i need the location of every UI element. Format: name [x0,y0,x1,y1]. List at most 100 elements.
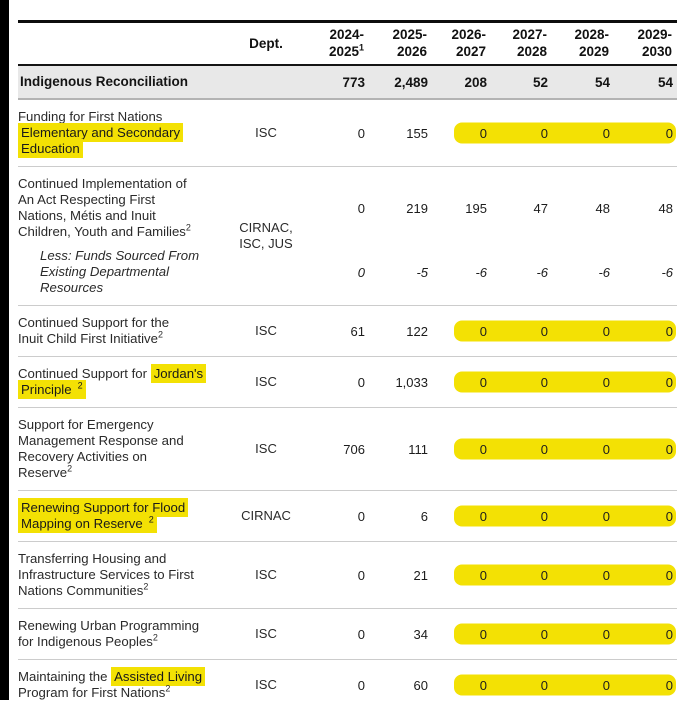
less-note: Less: Funds Sourced From Existing Depart… [18,248,221,296]
col-header-empty [18,22,233,66]
value-main: 219 [370,176,428,240]
value-cell: 0 [552,306,614,357]
value-cell: 122 [369,306,432,357]
dept-cell: ISC [233,99,299,167]
value-cell: 0 [614,542,677,609]
value-cell: 21 [369,542,432,609]
program-row: Maintaining the Assisted Living Program … [18,660,677,710]
value-cell: 155 [369,99,432,167]
value-main: 48 [615,176,673,240]
program-row: Transferring Housing and Infrastructure … [18,542,677,609]
value-cell: 0 [432,357,491,408]
summary-value: 2,489 [369,65,432,99]
col-header-year: 2024-20251 [299,22,369,66]
value-less: -6 [615,248,673,296]
value-cell: 0 [614,491,677,542]
program-label: Renewing Urban Programming for Indigenou… [18,609,233,660]
dept-cell: ISC [233,357,299,408]
dept-cell: ISC [233,306,299,357]
dept-cell: ISC [233,609,299,660]
program-label: Funding for First Nations Elementary and… [18,99,233,167]
value-cell: 48-6 [614,167,677,306]
highlighter-stroke [454,624,493,645]
value-cell: 0 [432,542,491,609]
value-cell: 0 [614,408,677,491]
value-cell: 0 [614,306,677,357]
highlighted-text: Elementary and Secondary Education [18,123,183,158]
summary-dept [233,65,299,99]
highlighter-stroke [454,675,493,696]
program-label: Maintaining the Assisted Living Program … [18,660,233,710]
value-cell: 0 [299,99,369,167]
value-cell: 0 [491,306,552,357]
value-cell: 48-6 [552,167,614,306]
program-row: Continued Support for Jordan's Principle… [18,357,677,408]
value-main: 195 [433,176,487,240]
program-row: Renewing Support for Flood Mapping on Re… [18,491,677,542]
col-header-year: 2029-2030 [614,22,677,66]
value-cell: 0 [299,609,369,660]
value-cell: 0 [432,491,491,542]
value-cell: 0 [299,357,369,408]
program-label: Continued Implementation of An Act Respe… [18,167,233,306]
program-row: Support for Emergency Management Respons… [18,408,677,491]
program-label: Renewing Support for Flood Mapping on Re… [18,491,233,542]
value-cell: 0 [552,660,614,710]
value-main: 47 [492,176,548,240]
dept-cell: ISC [233,542,299,609]
value-cell: 0 [432,306,491,357]
value-cell: 0 [299,542,369,609]
value-cell: 0 [552,542,614,609]
value-cell: 0 [432,99,491,167]
value-cell: 111 [369,408,432,491]
page-edge-bar [0,0,9,700]
value-cell: 0 [552,609,614,660]
value-cell: 0 [491,660,552,710]
program-row: Continued Support for the Inuit Child Fi… [18,306,677,357]
program-label: Transferring Housing and Infrastructure … [18,542,233,609]
value-cell: 0 [432,660,491,710]
value-cell: 47-6 [491,167,552,306]
value-cell: 0 [432,408,491,491]
col-header-dept: Dept. [233,22,299,66]
dept-cell: ISC [233,660,299,710]
value-cell: 0 [299,491,369,542]
highlighted-text: 2 [75,380,86,399]
summary-value: 54 [552,65,614,99]
value-cell: 0 [614,609,677,660]
value-cell: 0 [614,357,677,408]
value-main: 0 [300,176,365,240]
dept-cell: CIRNAC, ISC, JUS [233,167,299,306]
value-cell: 195-6 [432,167,491,306]
highlighter-stroke [454,506,493,527]
value-cell: 0 [491,542,552,609]
col-header-year: 2027-2028 [491,22,552,66]
col-header-year: 2028-2029 [552,22,614,66]
value-cell: 0 [491,609,552,660]
dept-cell: CIRNAC [233,491,299,542]
value-cell: 0 [491,357,552,408]
value-cell: 6 [369,491,432,542]
dept-cell: ISC [233,408,299,491]
value-cell: 0 [552,99,614,167]
highlighter-stroke [454,123,493,144]
value-cell: 0 [491,491,552,542]
value-less: -5 [370,248,428,296]
value-cell: 706 [299,408,369,491]
value-cell: 0 [432,609,491,660]
value-cell: 0 [552,408,614,491]
value-cell: 0 [614,99,677,167]
value-cell: 0 [299,660,369,710]
summary-value: 208 [432,65,491,99]
value-cell: 34 [369,609,432,660]
highlighter-stroke [454,439,493,460]
program-label-text: Continued Implementation of An Act Respe… [18,176,221,240]
highlighted-text: Renewing Support for Flood Mapping on Re… [18,498,188,533]
highlighted-text: 2 [146,514,157,533]
program-label: Continued Support for Jordan's Principle… [18,357,233,408]
value-cell: 0 [552,357,614,408]
col-header-year: 2025-2026 [369,22,432,66]
